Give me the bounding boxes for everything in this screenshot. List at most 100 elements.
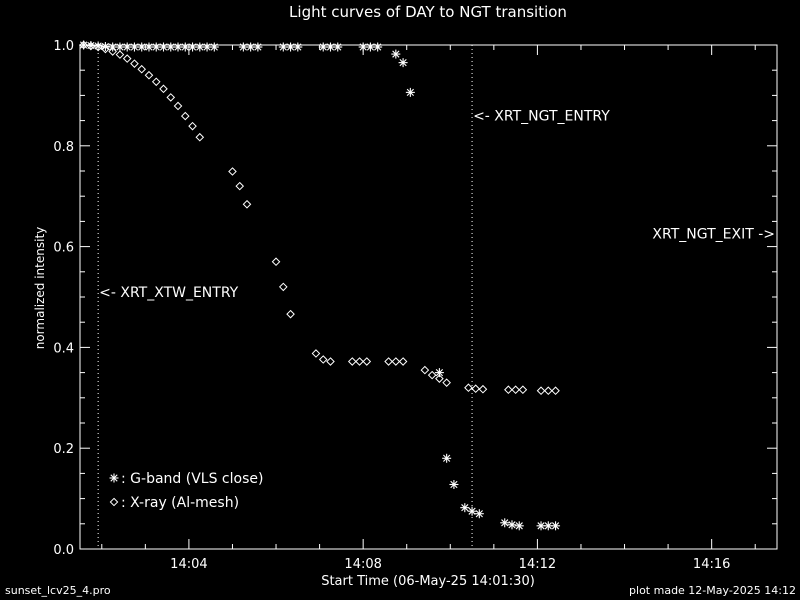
xray-point bbox=[311, 349, 321, 358]
xray-point bbox=[278, 282, 288, 292]
legend-asterisk-marker bbox=[109, 473, 119, 483]
gband-point bbox=[442, 453, 452, 463]
gband-point bbox=[180, 42, 190, 52]
gband-point bbox=[246, 42, 256, 52]
xray-point bbox=[543, 386, 553, 396]
xray-point bbox=[144, 70, 154, 80]
xray-point bbox=[130, 59, 139, 68]
gband-point bbox=[173, 42, 183, 52]
event-markers: <- XRT_XTW_ENTRY <- XRT_NGT_ENTRY XRT_NGT_… bbox=[97, 45, 775, 549]
y-tick-label: 0.0 bbox=[53, 543, 74, 558]
gband-point bbox=[391, 49, 401, 59]
legend-asterisk bbox=[109, 473, 119, 483]
footer-plot-date: plot made 12-May-2025 14:12 bbox=[629, 584, 796, 597]
x-tick-label: 14:12 bbox=[519, 557, 556, 572]
y-axis-label: normalized intensity bbox=[33, 227, 47, 350]
xray-point bbox=[442, 378, 451, 387]
xray-point bbox=[137, 64, 147, 74]
legend-label-xray: : X-ray (Al-mesh) bbox=[121, 495, 239, 511]
xray-point bbox=[384, 357, 393, 366]
xray-point bbox=[427, 370, 437, 380]
xray-point bbox=[235, 181, 245, 191]
x-tick-label: 14:16 bbox=[693, 557, 730, 572]
xray-point bbox=[347, 357, 357, 366]
xray-point bbox=[180, 111, 190, 121]
gband-point bbox=[151, 42, 161, 52]
gband-point bbox=[253, 42, 263, 52]
xray-point bbox=[326, 357, 335, 366]
xray-point bbox=[355, 357, 364, 366]
xray-point bbox=[362, 357, 372, 366]
xray-point bbox=[173, 101, 183, 111]
gband-point bbox=[144, 42, 154, 52]
xray-point bbox=[228, 167, 237, 176]
xray-point bbox=[511, 385, 520, 395]
footer-program-name: sunset_lcv25_4.pro bbox=[5, 584, 111, 597]
gband-point bbox=[551, 521, 561, 531]
xray-point bbox=[478, 384, 488, 394]
xray-point bbox=[551, 386, 560, 396]
tick-labels: 14:04 14:08 14:12 14:16 0.0 0.2 0.4 0.6 0.8 1.0 bbox=[53, 39, 730, 572]
x-tick-label: 14:04 bbox=[170, 557, 207, 572]
xray-point bbox=[151, 77, 161, 87]
data-points bbox=[79, 40, 561, 531]
xray-point bbox=[271, 257, 281, 267]
xray-point bbox=[504, 385, 513, 395]
xray-point bbox=[93, 42, 103, 52]
y-tick-label: 0.6 bbox=[53, 241, 74, 256]
plot-axes bbox=[79, 44, 778, 550]
y-tick-label: 0.4 bbox=[53, 341, 74, 356]
xray-point bbox=[242, 199, 252, 209]
x-axis-label: Start Time (06-May-25 14:01:30) bbox=[321, 574, 535, 589]
xray-point bbox=[101, 44, 110, 54]
legend-diamond bbox=[109, 497, 119, 507]
gband-point bbox=[474, 509, 484, 519]
gband-point bbox=[209, 42, 219, 52]
gband-point bbox=[293, 42, 303, 52]
xray-point bbox=[159, 84, 168, 94]
gband-point bbox=[405, 87, 415, 97]
gband-point bbox=[398, 58, 408, 68]
xray-point bbox=[115, 50, 125, 59]
legend-diamond-marker bbox=[109, 497, 119, 507]
xray-point bbox=[398, 357, 408, 366]
gband-point bbox=[318, 42, 328, 52]
gband-point bbox=[373, 42, 383, 52]
xray-point bbox=[79, 40, 88, 50]
xray-point bbox=[108, 47, 117, 56]
gband-point bbox=[365, 42, 375, 52]
chart-title: Light curves of DAY to NGT transition bbox=[289, 3, 567, 21]
xray-point bbox=[518, 385, 528, 395]
event-label: <- XRT_NGT_ENTRY bbox=[473, 109, 610, 125]
xray-point bbox=[435, 374, 444, 383]
gband-point bbox=[333, 42, 343, 52]
xray-point bbox=[122, 54, 132, 63]
gband-point bbox=[460, 503, 470, 513]
xray-point bbox=[286, 309, 295, 319]
gband-point bbox=[449, 479, 459, 489]
xray-point bbox=[188, 121, 197, 131]
y-tick-label: 1.0 bbox=[53, 39, 74, 54]
legend-label-gband: : G-band (VLS close) bbox=[121, 471, 263, 487]
gband-point bbox=[434, 368, 444, 378]
legend: : G-band (VLS close) : X-ray (Al-mesh) bbox=[109, 471, 263, 511]
xray-point bbox=[464, 383, 473, 393]
xray-point bbox=[536, 386, 546, 396]
gband-point bbox=[467, 506, 477, 516]
xray-point bbox=[471, 384, 480, 394]
gband-point bbox=[507, 520, 517, 530]
xray-point bbox=[420, 365, 430, 375]
xray-point bbox=[195, 132, 205, 142]
event-label: <- XRT_XTW_ENTRY bbox=[99, 285, 239, 301]
y-tick-label: 0.2 bbox=[53, 442, 74, 457]
xray-point bbox=[318, 355, 328, 364]
gband-point bbox=[115, 42, 125, 52]
xray-point bbox=[391, 357, 401, 366]
gband-point bbox=[514, 521, 524, 531]
y-tick-label: 0.8 bbox=[53, 140, 74, 155]
x-tick-label: 14:08 bbox=[344, 557, 381, 572]
xray-point bbox=[86, 41, 96, 51]
event-label: XRT_NGT_EXIT -> bbox=[652, 226, 775, 242]
gband-point bbox=[500, 518, 510, 528]
